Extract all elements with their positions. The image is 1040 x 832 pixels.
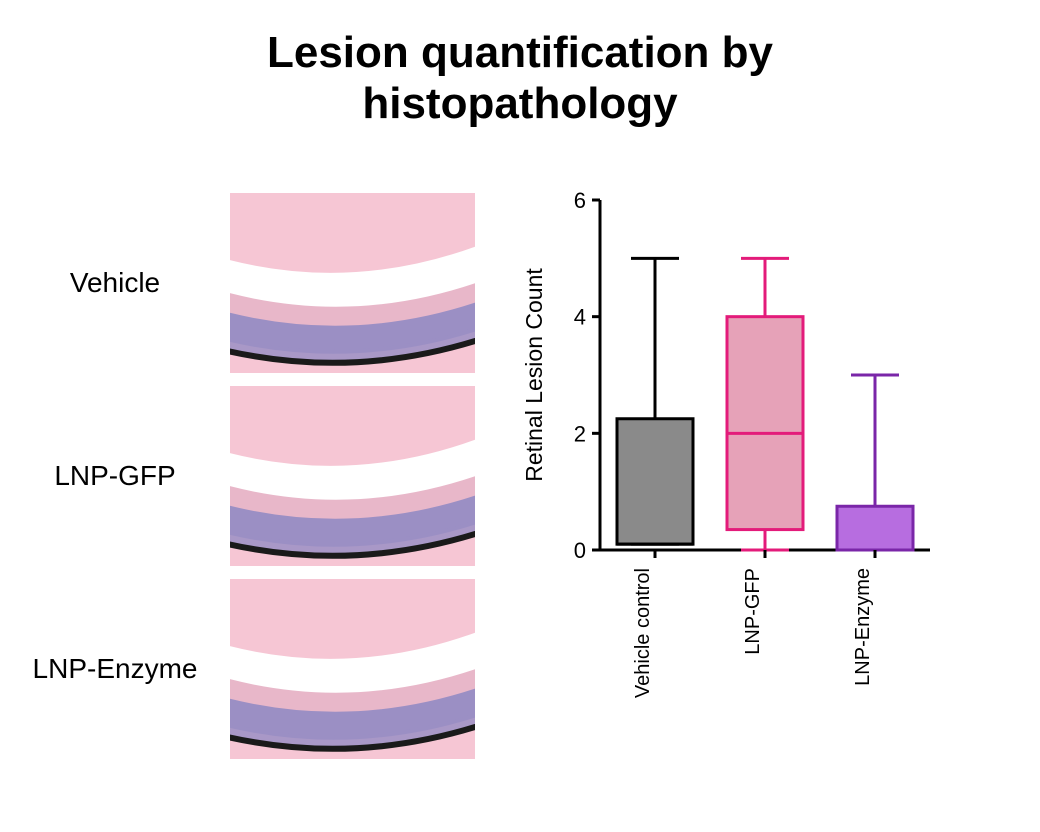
box (617, 419, 693, 544)
x-tick-label: LNP-GFP (742, 568, 764, 655)
page-title: Lesion quantification by histopathology (0, 0, 1040, 129)
content-area: Vehicle LNP-GFP LNP-Enzyme (0, 190, 1040, 761)
histology-row: Vehicle (0, 190, 500, 375)
x-tick-label: LNP-Enzyme (852, 568, 874, 686)
histology-image (230, 579, 475, 759)
y-tick-label: 6 (574, 190, 586, 213)
histology-label: LNP-Enzyme (0, 653, 230, 685)
y-tick-label: 2 (574, 421, 586, 446)
histology-image (230, 193, 475, 373)
y-tick-label: 4 (574, 305, 586, 330)
title-line-2: histopathology (362, 79, 677, 128)
boxplot-chart: 0 2 4 6 Retinal Lesion Count Vehicle control L… (500, 190, 940, 750)
y-axis-label: Retinal Lesion Count (521, 268, 547, 482)
box (727, 317, 803, 530)
histology-row: LNP-Enzyme (0, 576, 500, 761)
chart-column: 0 2 4 6 Retinal Lesion Count Vehicle control L… (500, 190, 1040, 761)
histology-label: LNP-GFP (0, 460, 230, 492)
histology-label: Vehicle (0, 267, 230, 299)
histology-row: LNP-GFP (0, 383, 500, 568)
box (837, 506, 913, 550)
x-tick-label: Vehicle control (632, 568, 654, 698)
histology-column: Vehicle LNP-GFP LNP-Enzyme (0, 190, 500, 761)
y-tick-label: 0 (574, 538, 586, 563)
histology-image (230, 386, 475, 566)
title-line-1: Lesion quantification by (267, 28, 773, 77)
